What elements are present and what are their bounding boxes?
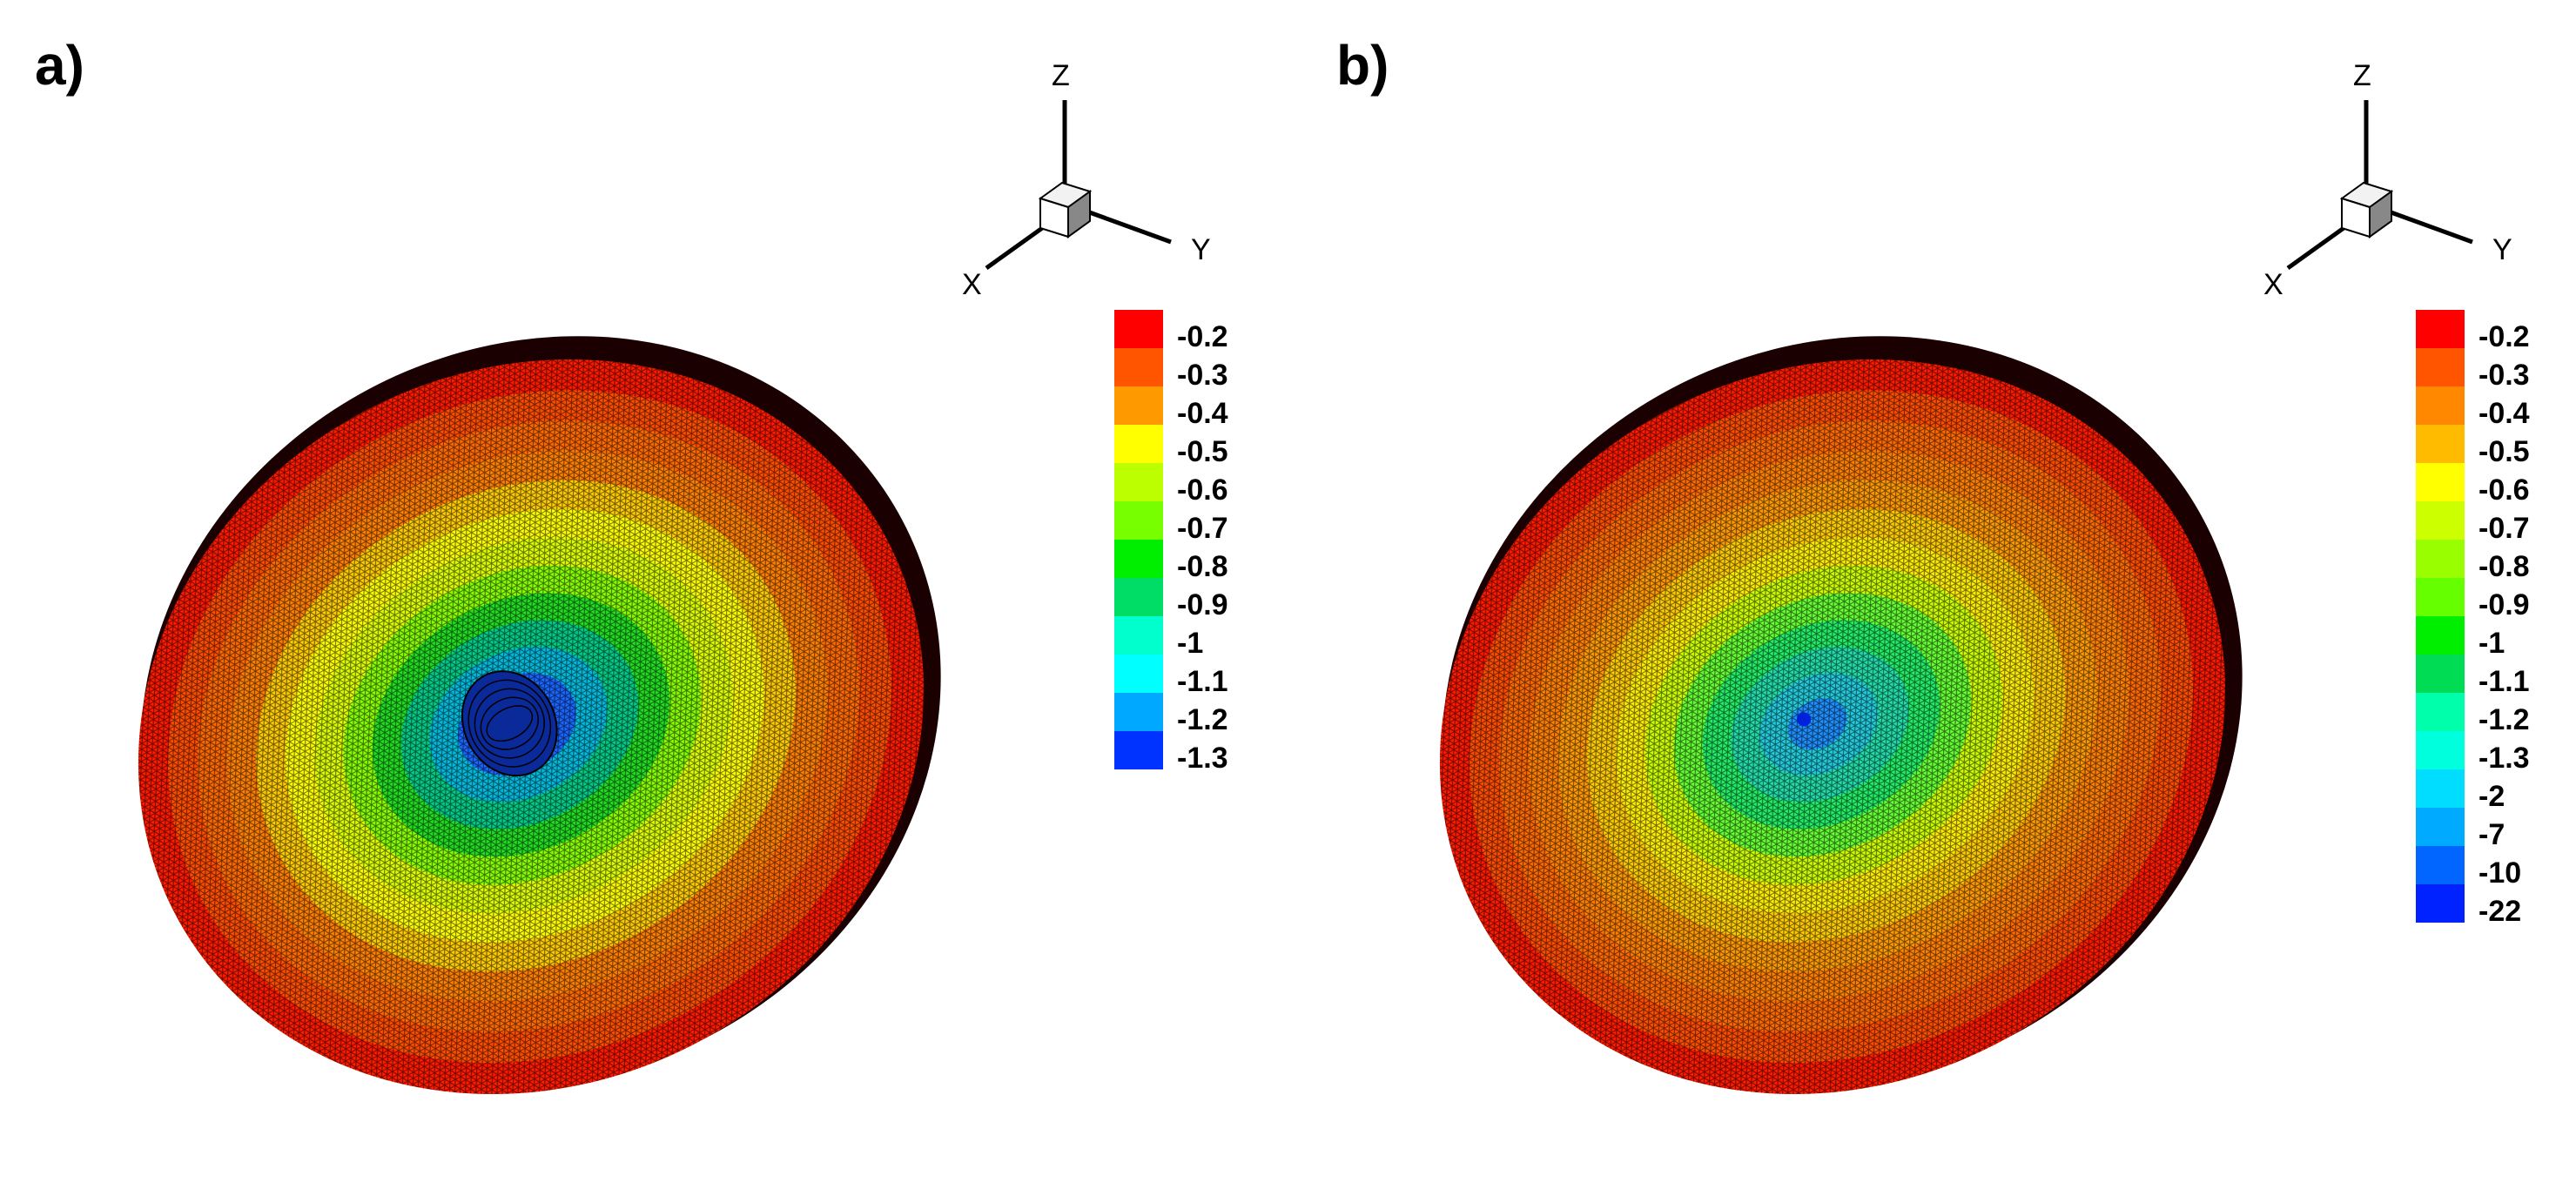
sphere-latitude [486, 705, 534, 742]
panel-label: b) [1336, 34, 1389, 97]
axis-triad: Z Y X [962, 59, 1211, 301]
legend-swatch [1114, 693, 1163, 731]
sphere-latitude [474, 688, 545, 759]
legend-swatch [2416, 693, 2465, 731]
legend-label: -1.2 [2478, 703, 2530, 736]
contour-plot [1439, 336, 2243, 1095]
legend-label: -0.6 [1177, 473, 1228, 507]
z-axis-label: Z [2353, 59, 2371, 92]
sphere-latitude [467, 679, 552, 768]
center-point [1797, 712, 1812, 727]
legend-swatch [2416, 540, 2465, 578]
z-axis-label: Z [1052, 59, 1070, 92]
legend-swatch [1114, 501, 1163, 540]
legend-label: -0.2 [1177, 320, 1228, 353]
x-axis-line [2286, 224, 2348, 271]
legend-swatch [2416, 578, 2465, 616]
legend-swatch [1114, 386, 1163, 425]
x-axis-label: X [962, 268, 982, 301]
legend-swatch [2416, 655, 2465, 693]
legend-swatch [1114, 310, 1163, 348]
legend-label: -0.4 [1177, 397, 1228, 430]
legend-swatch [1114, 348, 1163, 386]
legend-label: -0.9 [2478, 588, 2530, 621]
legend-swatch [2416, 731, 2465, 769]
legend-label: -7 [2478, 818, 2505, 851]
x-axis-label: X [2263, 268, 2283, 301]
legend-label: -2 [2478, 780, 2505, 813]
legend-label: -0.2 [2478, 320, 2530, 353]
legend-label: -1 [2478, 627, 2505, 660]
legend-swatch [2416, 463, 2465, 501]
sphere-latitude [480, 696, 539, 750]
legend-swatch [1114, 731, 1163, 769]
legend-label: -0.8 [1177, 550, 1228, 583]
legend-label: -10 [2478, 856, 2522, 890]
legend-label: -0.7 [2478, 512, 2530, 545]
legend-swatch [1114, 578, 1163, 616]
legend-swatch [2416, 425, 2465, 463]
legend-label: -0.6 [2478, 473, 2530, 507]
legend-swatch [2416, 846, 2465, 884]
legend-label: -1.1 [1177, 665, 1228, 698]
legend-label: -0.8 [2478, 550, 2530, 583]
legend-swatch [2416, 884, 2465, 923]
legend-label: -1.3 [1177, 742, 1228, 775]
legend-swatch [1114, 425, 1163, 463]
legend-swatch [2416, 616, 2465, 655]
cube-side [1067, 190, 1091, 238]
legend-swatch [2416, 769, 2465, 808]
y-axis-label: Y [1191, 233, 1211, 266]
contour-disk [138, 336, 941, 1095]
legend-label: -0.4 [2478, 397, 2530, 430]
cube-side [2369, 190, 2392, 238]
legend-label: -1 [1177, 627, 1204, 660]
legend-swatch [2416, 348, 2465, 386]
y-axis-label: Y [2492, 233, 2512, 266]
legend-label: -1.3 [2478, 742, 2530, 775]
legend-label: -0.3 [2478, 359, 2530, 392]
legend-swatch [2416, 501, 2465, 540]
x-axis-line [985, 224, 1046, 271]
legend-swatch [1114, 616, 1163, 655]
legend-swatch [1114, 655, 1163, 693]
legend-swatch [2416, 808, 2465, 846]
legend-label: -0.5 [1177, 435, 1228, 468]
legend-label: -0.7 [1177, 512, 1228, 545]
axis-triad: Z Y X [2263, 59, 2512, 301]
mesh-overlay [1439, 359, 2226, 1095]
legend-label: -0.5 [2478, 435, 2530, 468]
legend-label: -1.2 [1177, 703, 1228, 736]
contour-disk [1439, 336, 2243, 1095]
legend-label: -0.3 [1177, 359, 1228, 392]
panel-a: a) Z Y X -0.2 -0.3 -0.4 -0.5 -0.6 -0.7 -0.8 -0.… [35, 34, 1228, 1095]
legend-label: -0.9 [1177, 588, 1228, 621]
y-axis-line [2376, 205, 2473, 245]
contour-plot [138, 336, 941, 1095]
legend-label: -22 [2478, 895, 2522, 928]
legend-swatch [1114, 463, 1163, 501]
y-axis-line [1074, 205, 1172, 245]
legend-swatch [2416, 386, 2465, 425]
legend-label: -1.1 [2478, 665, 2530, 698]
legend-swatch [2416, 310, 2465, 348]
panel-b: b) Z Y X -0.2 -0.3 -0.4 -0.5 -0.6 -0.7 -0.8 -0.… [1301, 0, 2576, 1182]
legend-swatch [1114, 540, 1163, 578]
panel-label: a) [35, 34, 84, 97]
